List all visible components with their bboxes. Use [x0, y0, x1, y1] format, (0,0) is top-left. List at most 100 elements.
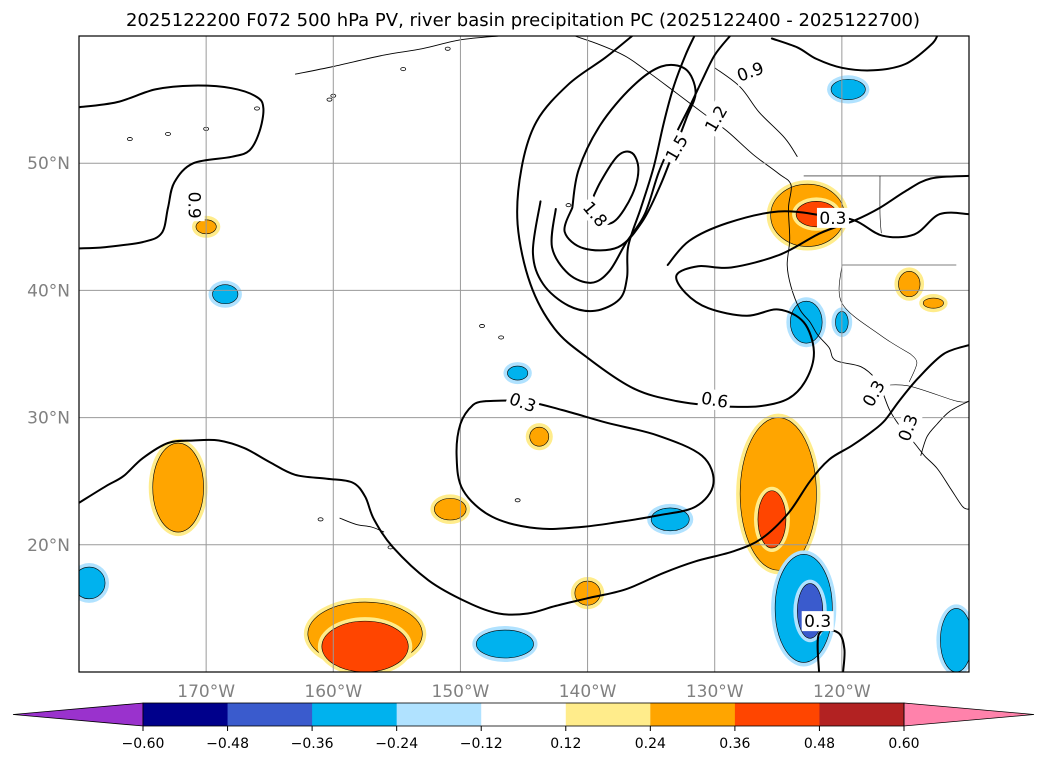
latitude-axis: 20°N 30°N 40°N 50°N — [27, 154, 70, 556]
precip-anomaly-region — [212, 284, 239, 305]
pv-contour-label: 0.9 — [184, 192, 204, 219]
pv-contour-line — [79, 84, 265, 250]
contour-label-mask — [184, 189, 205, 222]
colorbar-tick-label: −0.12 — [460, 736, 503, 752]
pv-contour-label: 0.3 — [804, 612, 831, 632]
contour-label-mask — [731, 56, 769, 87]
pv-contour-line — [770, 36, 939, 72]
political-border — [838, 264, 911, 355]
contour-label-mask — [577, 195, 614, 233]
colorbar-swatch — [396, 703, 482, 726]
precip-anomaly-region — [529, 426, 550, 447]
colorbar-tick-label: −0.60 — [122, 736, 165, 752]
longitude-tick-label: 140°W — [559, 682, 617, 702]
latitude-tick-label: 20°N — [27, 536, 70, 556]
longitude-tick-label: 130°W — [686, 682, 744, 702]
pv-contour-line — [516, 36, 969, 408]
precip-anomaly-region — [152, 442, 204, 533]
pv-contour-line — [79, 344, 969, 616]
colorbar-swatch — [481, 703, 567, 726]
island — [317, 517, 324, 522]
island — [126, 137, 133, 142]
colorbar-swatch — [143, 703, 229, 726]
colorbar-tick-label: 0.36 — [719, 736, 750, 752]
coastline — [574, 36, 969, 510]
colorbar-tick-label: −0.48 — [206, 736, 249, 752]
colorbar-tick-label: 0.60 — [888, 736, 919, 752]
colorbar-swatch — [227, 703, 313, 726]
colorbar-tick-label: 0.12 — [550, 736, 581, 752]
coastline — [295, 36, 499, 75]
colorbar-outline — [142, 702, 905, 727]
longitude-tick-label: 160°W — [304, 682, 362, 702]
coastline — [920, 400, 969, 456]
longitude-tick-label: 150°W — [432, 682, 490, 702]
colorbar-swatch — [565, 703, 651, 726]
island — [254, 106, 260, 111]
colorbar-swatch — [312, 703, 398, 726]
latitude-tick-label: 30°N — [27, 409, 70, 429]
contour-label-mask — [893, 409, 923, 447]
contour-label-mask — [801, 611, 834, 632]
coastline — [714, 67, 798, 158]
latitude-tick-label: 50°N — [27, 154, 70, 174]
longitude-tick-label: 170°W — [177, 682, 235, 702]
pv-contour-label: 0.6 — [699, 389, 729, 413]
precip-anomaly-layer — [79, 75, 969, 672]
map-frame — [78, 35, 970, 673]
pv-contour-label: 0.3 — [819, 209, 846, 229]
colorbar-tick-label: 0.24 — [635, 736, 666, 752]
island — [326, 97, 333, 102]
contour-label-mask — [659, 129, 694, 167]
colorbar: −0.60 −0.48 −0.36 −0.24 −0.12 0.12 0.24 0.36 0.4… — [12, 702, 1035, 752]
island — [565, 203, 572, 208]
longitude-axis: 170°W 160°W 150°W 140°W 130°W 120°W — [177, 682, 871, 702]
precip-anomaly-region — [434, 498, 467, 521]
contour-label-mask — [699, 99, 733, 138]
precip-anomaly-region — [507, 365, 529, 381]
island — [400, 67, 407, 72]
island — [514, 498, 521, 503]
island — [498, 335, 505, 340]
colorbar-swatch — [650, 703, 736, 726]
political-border — [878, 384, 969, 403]
coastline — [339, 517, 385, 533]
precip-anomaly-region — [79, 566, 106, 600]
pv-contour-line — [563, 63, 697, 252]
precip-anomaly-region — [321, 620, 409, 672]
map-background — [79, 36, 969, 672]
island — [479, 324, 485, 329]
political-border — [879, 175, 882, 234]
pv-contour-line — [816, 628, 846, 672]
pv-contour-line — [550, 36, 731, 284]
contour-label-mask — [816, 207, 849, 228]
precip-anomaly-region — [476, 629, 534, 659]
precip-anomaly-region — [940, 608, 969, 672]
longitude-tick-label: 120°W — [813, 682, 871, 702]
colorbar-swatch — [819, 703, 905, 726]
latitude-tick-label: 40°N — [27, 281, 70, 301]
precip-anomaly-region — [898, 271, 921, 298]
island — [165, 131, 171, 136]
coastline-layer — [126, 36, 969, 550]
colorbar-tick-label: 0.48 — [804, 736, 835, 752]
colorbar-swatch — [734, 703, 820, 726]
colorbar-extend-low — [12, 702, 144, 727]
contour-label-mask — [697, 387, 733, 413]
precip-anomaly-region — [650, 507, 690, 532]
precip-anomaly-region — [757, 490, 787, 549]
graticule — [79, 36, 969, 672]
colorbar-tick-label: −0.36 — [291, 736, 334, 752]
pv-contour-line — [531, 36, 696, 313]
colorbar-tick-label: −0.24 — [375, 736, 418, 752]
precip-anomaly-region — [830, 78, 866, 100]
precip-anomaly-region — [922, 297, 944, 309]
contour-label-mask — [504, 387, 542, 418]
pv-contour-line — [455, 399, 715, 530]
chart-title: 2025122200 F072 500 hPa PV, river basin … — [126, 10, 920, 31]
island — [444, 46, 451, 51]
colorbar-extend-high — [903, 702, 1035, 727]
contour-label-mask — [856, 374, 891, 413]
political-border — [908, 353, 918, 383]
